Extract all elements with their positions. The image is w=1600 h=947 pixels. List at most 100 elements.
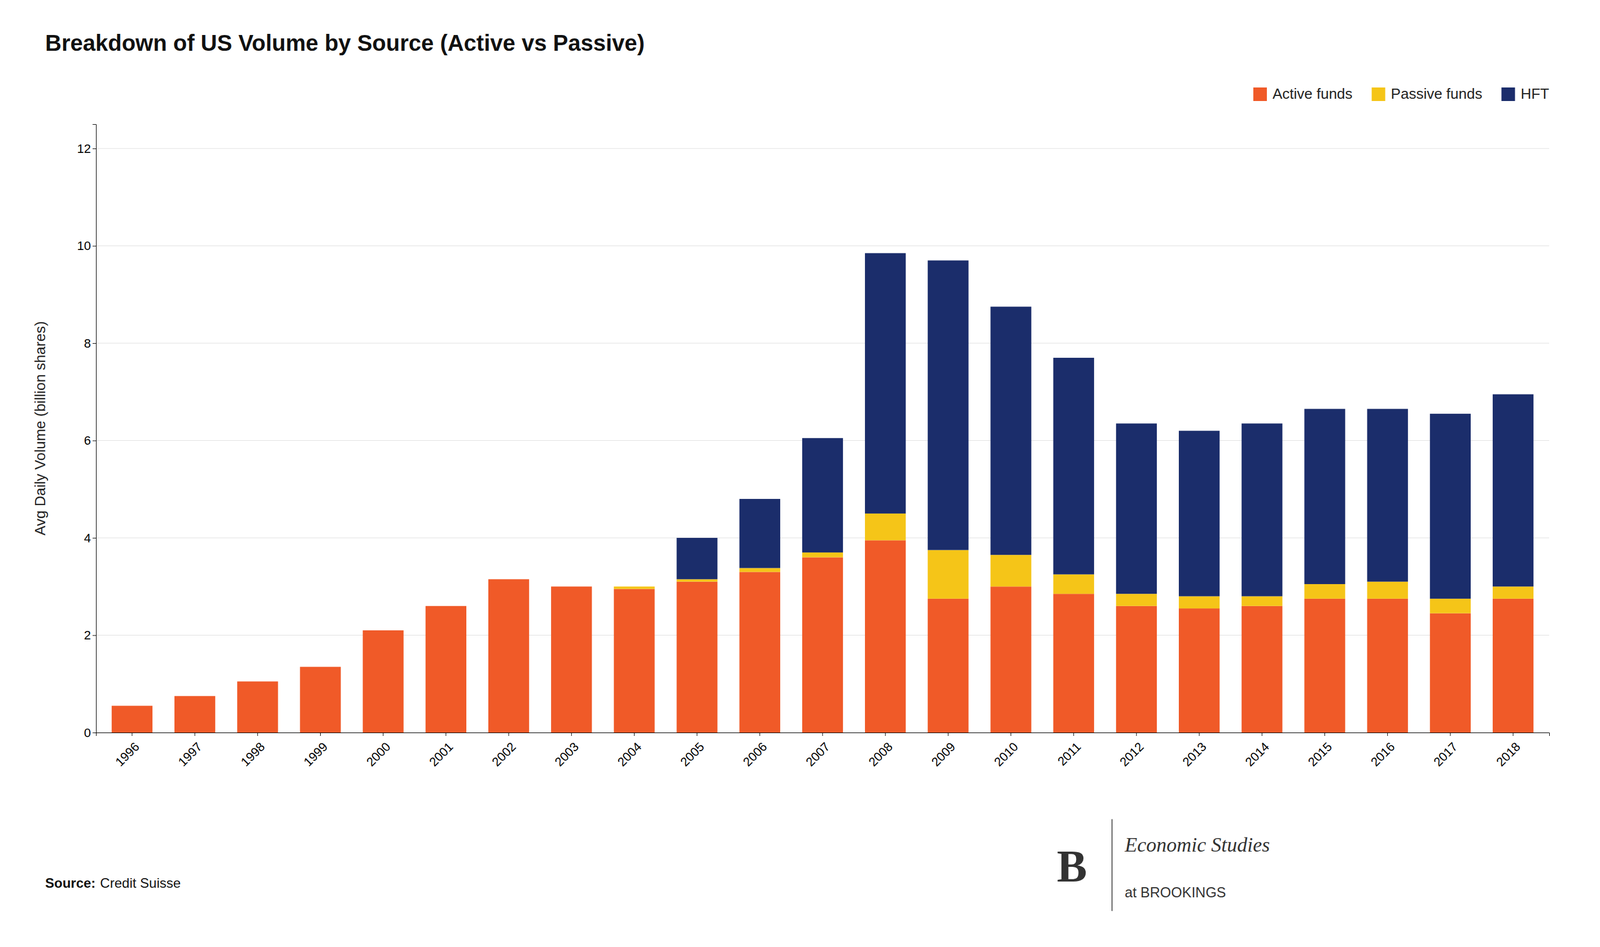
x-tick-label: 2016 xyxy=(1367,739,1398,769)
bar-segment xyxy=(1430,413,1471,600)
bar-segment xyxy=(927,599,969,733)
x-tick: 1996 xyxy=(112,732,142,770)
bar-segment xyxy=(1304,599,1345,733)
x-tick-label: 2018 xyxy=(1493,739,1523,769)
bar-segment xyxy=(1116,423,1157,594)
x-tick: 1997 xyxy=(175,732,205,770)
x-tick-label: 2007 xyxy=(802,739,833,769)
x-tick: 2009 xyxy=(928,732,959,770)
x-tick-label: 1998 xyxy=(238,739,268,769)
x-tick-label: 2010 xyxy=(991,739,1021,769)
x-tick-mark xyxy=(1449,732,1451,737)
bar-segment xyxy=(363,630,404,631)
x-axis-line xyxy=(96,733,1550,737)
x-tick-mark xyxy=(131,732,133,737)
x-tick: 2012 xyxy=(1116,732,1147,770)
x-tick-mark xyxy=(947,732,949,737)
bar-segment xyxy=(1241,606,1283,733)
x-tick: 2018 xyxy=(1493,732,1523,770)
bar-segment xyxy=(802,438,843,553)
bar-series xyxy=(676,253,1534,600)
x-tick-mark xyxy=(1010,732,1012,737)
bar-segment xyxy=(111,705,153,707)
x-tick-mark xyxy=(822,732,824,737)
x-tick-mark xyxy=(696,732,698,737)
bar-segment xyxy=(1367,409,1409,583)
bar-segment xyxy=(676,582,718,733)
bar-segment xyxy=(990,586,1031,733)
bar-segment xyxy=(1367,582,1409,600)
x-tick-mark xyxy=(634,732,635,737)
x-tick-label: 2011 xyxy=(1054,739,1084,769)
x-tick-label: 2014 xyxy=(1242,739,1272,769)
y-tick-label: 2 xyxy=(84,628,91,643)
bar-segment xyxy=(739,568,781,573)
y-tick: 8 xyxy=(84,336,96,351)
x-tick-label: 2000 xyxy=(363,739,393,769)
bar-segment xyxy=(990,554,1031,587)
bar-segment xyxy=(613,586,655,588)
x-tick: 1999 xyxy=(300,732,331,770)
bar-segment xyxy=(1178,596,1220,610)
bar-segment xyxy=(1178,608,1220,733)
bar-segment xyxy=(111,706,153,733)
x-tick-mark xyxy=(1324,732,1326,737)
bar-segment xyxy=(488,579,530,733)
y-tick-label: 10 xyxy=(77,238,91,253)
y-tick: 4 xyxy=(84,531,96,546)
bar-segment xyxy=(1116,606,1157,733)
legend-item: Passive funds xyxy=(1371,85,1483,103)
x-tick-label: 1999 xyxy=(300,739,331,769)
y-tick: 10 xyxy=(77,238,96,253)
bar-segment xyxy=(613,589,655,733)
y-tick-mark xyxy=(92,148,96,150)
bar-segment xyxy=(927,550,969,600)
x-tick-mark xyxy=(257,732,259,737)
x-tick-label: 2013 xyxy=(1179,739,1210,769)
x-tick-label: 2012 xyxy=(1116,739,1147,769)
bar-segment xyxy=(864,540,906,733)
x-tick: 2001 xyxy=(426,732,456,770)
x-tick: 2013 xyxy=(1179,732,1210,770)
x-tick-label: 2005 xyxy=(677,739,707,769)
bar-segment xyxy=(299,667,341,733)
legend: Active fundsPassive fundsHFT xyxy=(1253,85,1550,103)
x-tick: 2010 xyxy=(991,732,1021,770)
bar-segment xyxy=(174,696,216,733)
bar-segment xyxy=(551,586,592,588)
x-tick: 2005 xyxy=(677,732,707,770)
bar-segment xyxy=(1053,357,1095,575)
x-tick: 2017 xyxy=(1430,732,1460,770)
x-tick-mark xyxy=(1199,732,1200,737)
x-tick: 2000 xyxy=(363,732,393,770)
bar-segment xyxy=(1430,613,1471,733)
x-tick-label: 2004 xyxy=(614,739,645,769)
x-tick-label: 2009 xyxy=(928,739,959,769)
y-axis: 024681012 xyxy=(77,124,97,741)
x-tick-mark xyxy=(885,732,886,737)
x-tick-mark xyxy=(571,732,572,737)
bar-segment xyxy=(111,705,153,707)
brand-separator xyxy=(1111,819,1113,912)
y-tick-mark xyxy=(92,246,96,247)
y-tick-label: 8 xyxy=(84,336,91,351)
x-tick: 2003 xyxy=(552,732,582,770)
y-tick-mark xyxy=(92,343,96,344)
chart: 0246810121996199719981999200020012002200… xyxy=(0,0,1600,947)
x-tick-label: 1996 xyxy=(112,739,142,769)
x-tick-label: 2003 xyxy=(552,739,582,769)
x-tick-mark xyxy=(759,732,760,737)
bar-segment xyxy=(363,630,404,631)
bar-segment xyxy=(1241,596,1283,607)
x-tick: 2008 xyxy=(866,732,896,770)
x-tick: 2011 xyxy=(1054,732,1084,769)
legend-item: Active funds xyxy=(1253,85,1353,103)
bar-segment xyxy=(1053,574,1095,594)
bar-segment xyxy=(1116,593,1157,607)
y-tick: 0 xyxy=(84,726,96,741)
x-tick-mark xyxy=(194,732,196,737)
bar-segment xyxy=(237,681,278,683)
y-tick-label: 4 xyxy=(84,531,91,546)
x-tick-label: 2015 xyxy=(1305,739,1335,769)
bar-segment xyxy=(1492,394,1534,588)
